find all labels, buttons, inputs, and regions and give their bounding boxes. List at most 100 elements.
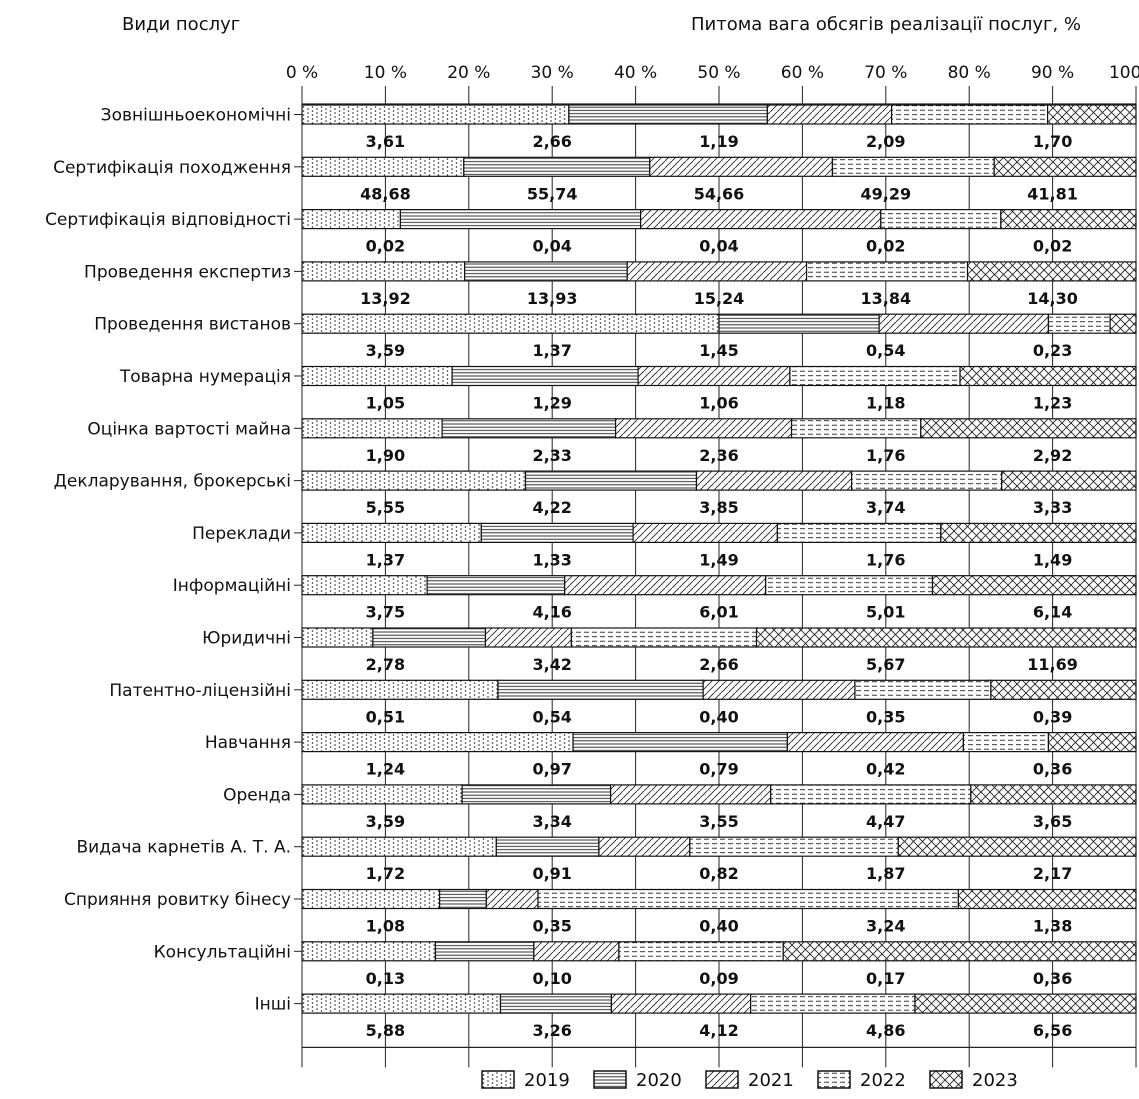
bar-segment-2021 (610, 993, 752, 1014)
value-label: 0,35 (866, 707, 905, 726)
value-label: 1,49 (1033, 550, 1072, 569)
value-label: 2,09 (866, 132, 905, 151)
bar-segment-2020 (495, 836, 600, 857)
bar-segment-2023 (782, 941, 1137, 962)
value-label: 13,92 (360, 289, 411, 308)
value-label: 55,74 (527, 184, 578, 203)
value-label: 0,36 (1033, 760, 1072, 779)
category-label: Товарна нумерація (119, 367, 291, 387)
value-label: 3,42 (532, 655, 571, 674)
bar-segment-2020 (399, 209, 642, 230)
category-label: Декларування, брокерські (54, 472, 291, 492)
bar-segment-2021 (786, 731, 964, 753)
value-label: 1,45 (699, 341, 738, 360)
bar-segment-2022 (962, 731, 1050, 753)
bar-segment-2019 (301, 575, 428, 596)
bar-segment-2019 (301, 679, 499, 700)
bar-segment-2023 (920, 418, 1137, 439)
value-label: 4,12 (699, 1021, 738, 1040)
bar-segment-2021 (564, 575, 767, 596)
value-label: 0,09 (699, 969, 738, 988)
bar-segment-2021 (695, 470, 853, 491)
bar-segment-2020 (451, 365, 639, 387)
bar-segment-2020 (499, 993, 613, 1014)
value-label: 3,59 (366, 341, 405, 360)
bar-segment-2020 (568, 104, 768, 125)
bar-segment-2020 (426, 575, 566, 596)
value-label: 3,55 (699, 812, 738, 831)
value-label: 1,76 (866, 446, 905, 465)
legend-label: 2022 (860, 1070, 906, 1091)
bar-segment-2023 (914, 993, 1137, 1014)
bar-segment-2020 (497, 679, 704, 700)
legend-label: 2020 (636, 1070, 682, 1091)
value-label: 54,66 (694, 184, 745, 203)
value-label: 0,13 (366, 969, 405, 988)
bar-segment-2022 (790, 418, 922, 439)
category-label: Видача карнетів А. Т. А. (76, 838, 291, 858)
value-label: 0,35 (532, 917, 571, 936)
legend-swatch-2023 (929, 1070, 963, 1089)
value-label: 0,17 (866, 969, 905, 988)
legend-swatch-2020 (593, 1070, 627, 1089)
value-label: 3,61 (366, 132, 405, 151)
bar-segment-2023 (931, 575, 1137, 596)
bar-segment-2023 (1000, 209, 1137, 230)
category-label: Сертифікація походження (53, 158, 291, 178)
value-label: 0,02 (366, 237, 405, 256)
value-label: 3,59 (366, 812, 405, 831)
bar-segment-2022 (854, 679, 992, 700)
bar-segment-2019 (301, 261, 466, 282)
value-label: 0,36 (1033, 969, 1072, 988)
value-label: 0,91 (532, 864, 571, 883)
value-label: 1,87 (866, 864, 905, 883)
bar-segment-2021 (485, 888, 539, 910)
legend-swatch-2022 (817, 1070, 851, 1089)
bar-segment-2020 (372, 627, 487, 648)
bar-segment-2023 (755, 627, 1137, 648)
bar-segment-2019 (301, 365, 453, 387)
bar-segment-2022 (776, 522, 942, 544)
value-label: 6,01 (699, 603, 738, 622)
bar-segment-2023 (993, 156, 1137, 177)
bar-segment-2021 (632, 522, 778, 544)
bar-segment-2019 (301, 313, 720, 334)
value-label: 1,24 (366, 760, 405, 779)
bar-segment-2022 (880, 209, 1002, 230)
bar-segment-2022 (618, 941, 784, 962)
bar-segment-2022 (689, 836, 899, 857)
x-tick-label: 0 % (286, 63, 318, 83)
bar-segment-2020 (439, 888, 487, 910)
bar-segment-2023 (1001, 470, 1137, 491)
value-label: 1,29 (532, 394, 571, 413)
value-label: 48,68 (360, 184, 411, 203)
bar-segment-2019 (301, 156, 465, 177)
category-label: Оренда (223, 785, 291, 805)
value-label: 3,26 (532, 1021, 571, 1040)
value-label: 3,85 (699, 498, 738, 517)
value-label: 3,33 (1033, 498, 1072, 517)
bar-segment-2020 (524, 470, 698, 491)
value-label: 1,19 (699, 132, 738, 151)
value-label: 2,78 (366, 655, 405, 674)
value-label: 1,38 (1033, 917, 1072, 936)
value-label: 2,92 (1033, 446, 1072, 465)
bar-segment-2023 (959, 365, 1137, 387)
legend-label: 2023 (972, 1070, 1018, 1091)
x-tick-label: 60 % (781, 63, 824, 83)
value-label: 1,90 (366, 446, 405, 465)
value-label: 13,93 (527, 289, 578, 308)
value-label: 1,72 (366, 864, 405, 883)
value-label: 0,39 (1033, 707, 1072, 726)
bar-segment-2019 (301, 104, 570, 125)
bar-segment-2022 (805, 261, 969, 282)
bar-segment-2019 (301, 941, 437, 962)
value-label: 1,37 (532, 341, 571, 360)
bar-segment-2023 (940, 522, 1137, 544)
value-label: 0,04 (699, 237, 738, 256)
bar-segment-2022 (765, 575, 934, 596)
bar-segment-2020 (464, 261, 628, 282)
value-label: 1,05 (366, 394, 405, 413)
y-axis-heading: Види послуг (122, 14, 241, 35)
